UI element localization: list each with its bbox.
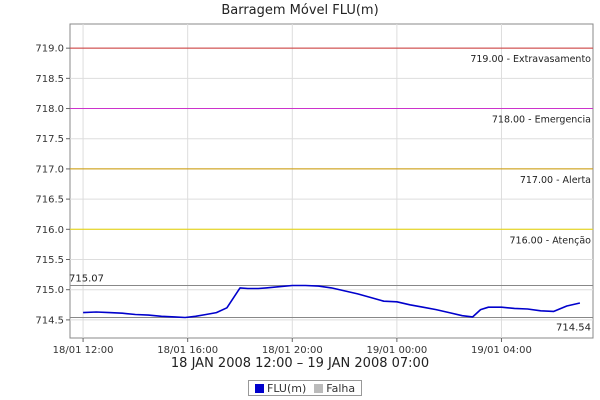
threshold-label: 719.00 - Extravasamento <box>470 54 591 65</box>
x-tick-label: 18/01 16:00 <box>157 345 218 356</box>
x-tick-label: 18/01 12:00 <box>53 345 114 356</box>
legend-item-falha: Falha <box>314 382 355 395</box>
legend-swatch-falha <box>314 383 324 393</box>
min-marker-label: 714.54 <box>556 322 591 333</box>
y-tick-label: 718.5 <box>35 74 64 85</box>
y-tick-label: 717.5 <box>35 134 64 145</box>
threshold-label: 717.00 - Alerta <box>520 175 591 186</box>
legend-label-flu: FLU(m) <box>267 381 307 395</box>
y-tick-label: 718.0 <box>35 104 64 115</box>
x-tick-label: 19/01 00:00 <box>366 345 427 356</box>
chart-legend: FLU(m) Falha <box>248 380 363 396</box>
y-tick-label: 717.0 <box>35 164 64 175</box>
y-tick-label: 714.5 <box>35 315 64 326</box>
y-tick-label: 715.0 <box>35 285 64 296</box>
x-tick-label: 19/01 04:00 <box>471 345 532 356</box>
series-line-flu <box>83 284 581 319</box>
threshold-label: 716.00 - Atenção <box>510 235 592 246</box>
y-tick-label: 715.5 <box>35 255 64 266</box>
max-marker-label: 715.07 <box>69 273 104 284</box>
x-tick-label: 18/01 20:00 <box>262 345 323 356</box>
legend-swatch-flu <box>255 383 264 393</box>
y-tick-label: 719.0 <box>35 44 64 55</box>
plot-area <box>69 23 594 339</box>
legend-label-falha: Falha <box>326 381 356 395</box>
x-axis-label: 18 JAN 2008 12:00 – 19 JAN 2008 07:00 <box>170 356 430 371</box>
chart-title: Barragem Móvel FLU(m) <box>221 3 379 18</box>
threshold-label: 718.00 - Emergencia <box>492 115 591 126</box>
legend-item-flu: FLU(m) <box>255 382 306 395</box>
y-tick-label: 716.0 <box>35 225 64 236</box>
y-tick-label: 716.5 <box>35 195 64 206</box>
